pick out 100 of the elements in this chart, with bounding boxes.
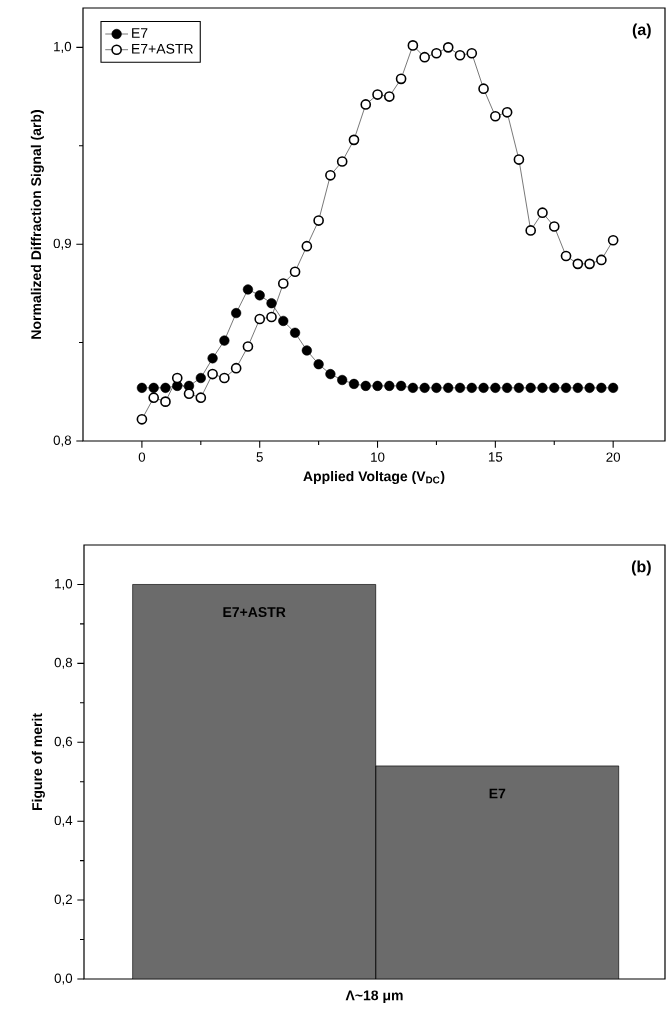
point [443,382,454,393]
point [231,307,242,319]
point [384,380,395,391]
point [254,313,266,325]
point [490,382,501,393]
x-tick-label: 5 [256,452,263,462]
point [337,374,348,386]
point [478,382,489,393]
y-tick-label: 0,6 [54,736,73,748]
y-tick-label: 0,8 [53,435,72,447]
x-tick-label: 0 [138,452,146,462]
point [407,40,419,51]
point [407,382,418,393]
annotation: (b) [631,560,651,576]
point [136,414,148,425]
x-axis-title: Applied Voltage (V$_{DC}$) [303,470,445,485]
point [501,106,513,118]
x-tick-label: 10 [371,452,385,462]
point [490,110,501,122]
y-tick-label: 0,9 [53,238,71,250]
y-tick-label: 0,0 [54,973,73,985]
point [301,240,313,252]
point [360,380,371,391]
point [525,382,536,393]
point [160,382,171,393]
point [360,99,372,110]
annotation: (a) [632,23,651,39]
point [266,298,277,309]
point [513,154,525,165]
point [431,47,442,59]
point [525,225,537,236]
point [219,372,230,384]
point [277,278,289,289]
point [419,51,430,63]
point [289,327,301,338]
point [548,221,560,232]
point [454,49,466,61]
point [596,382,607,393]
legend-label: E7 [132,28,148,38]
point [266,311,277,323]
point [313,359,324,370]
y-tick-label: 0,8 [54,657,73,669]
point [195,392,207,404]
point [325,169,336,181]
point [466,382,477,393]
point [372,380,383,391]
point [607,234,619,246]
point [207,353,218,364]
point [348,134,360,146]
point [572,258,584,270]
point [195,372,206,384]
point [242,341,254,352]
point [348,378,360,389]
point [560,382,572,393]
point [219,335,230,346]
point [372,89,383,100]
point [336,156,348,167]
y-tick-label: 1,0 [54,41,72,53]
point [396,380,407,391]
point [549,382,560,393]
point [466,47,478,59]
point [572,382,583,393]
point [242,284,254,295]
point [608,382,619,393]
point [383,91,395,102]
point [160,396,171,407]
x-tick-label: 20 [606,452,621,462]
point [537,382,548,393]
y-tick-label: 0,2 [54,894,72,906]
point [478,83,489,95]
point [325,369,336,380]
point [442,42,454,53]
point [431,382,442,393]
y-axis-title: Normalized Diffraction Signal (arb) [30,110,44,339]
point [183,388,195,400]
point [148,382,159,393]
point [230,362,242,374]
point [537,207,548,219]
point [136,382,147,393]
x-tick-label: 15 [488,452,503,462]
point [584,258,595,270]
legend-label: E7+ASTR [132,43,193,54]
y-tick-label: 1,0 [55,578,73,590]
point [454,382,466,393]
point [278,315,289,326]
point [148,392,160,404]
point [560,250,572,262]
point [207,368,218,380]
point [254,290,265,301]
point [584,382,595,393]
point [596,254,607,266]
point [289,266,301,278]
point [301,345,312,356]
point [513,382,524,393]
point [395,73,407,85]
point [502,382,513,393]
point [419,382,430,393]
y-tick-label: 0,4 [54,815,73,827]
y-axis-title: Figure of merit [31,713,45,811]
point [313,215,324,226]
